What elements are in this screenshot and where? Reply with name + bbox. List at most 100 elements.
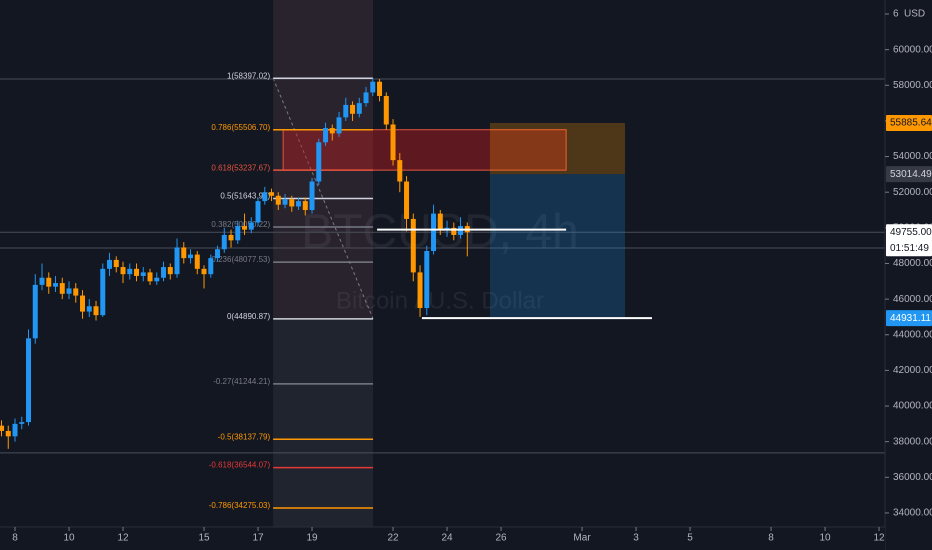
candle-body — [154, 277, 160, 282]
candle-body — [235, 226, 241, 241]
candle-body — [309, 181, 315, 211]
candle-body — [451, 227, 457, 235]
candle-body — [0, 425, 5, 431]
candle-body — [417, 272, 423, 309]
candle-body — [120, 267, 126, 275]
candle-body — [12, 423, 18, 437]
candle-body — [383, 95, 389, 125]
candle-body — [147, 272, 153, 282]
candle-body — [275, 195, 281, 205]
candle-body — [39, 277, 45, 285]
fib-label: -0.5(38137.79) — [218, 432, 271, 441]
candle-body — [323, 128, 329, 143]
candle-body — [167, 267, 173, 275]
fib-band-upper — [273, 0, 374, 319]
candle-body — [127, 268, 133, 275]
candle-body — [431, 213, 437, 252]
x-tick-label: 5 — [687, 533, 693, 544]
candle-body — [19, 422, 25, 424]
x-tick-label: 15 — [198, 533, 210, 544]
x-tick-label: 24 — [441, 533, 453, 544]
candle-body — [282, 199, 288, 205]
candle-body — [390, 124, 396, 161]
price-label: 53014.49 — [890, 169, 932, 180]
candle-body — [269, 192, 275, 196]
candle-body — [80, 295, 86, 312]
x-tick-label: 12 — [873, 533, 885, 544]
price-label: 49755.00 — [890, 227, 932, 238]
fib-label: 0.618(53237.67) — [211, 163, 270, 172]
fib-label: 0.382(50050.22) — [211, 220, 270, 229]
y-tick-label: 60000.00 — [893, 44, 932, 55]
candle-body — [100, 268, 106, 316]
y-tick-label: 36000.00 — [893, 472, 932, 483]
candle-body — [329, 128, 335, 134]
candle-body — [66, 288, 72, 294]
watermark-sub: Bitcoin / U.S. Dollar — [336, 287, 544, 314]
price-label-bg — [886, 114, 932, 131]
fib-label: -0.786(34275.03) — [209, 501, 271, 510]
price-label-bg — [886, 166, 932, 183]
price-label-bg — [886, 310, 932, 327]
y-tick-label: 52000.00 — [893, 187, 932, 198]
position-stop — [489, 122, 625, 175]
y-tick-label: 42000.00 — [893, 365, 932, 376]
fib-trend — [272, 78, 374, 320]
candle-body — [289, 199, 295, 207]
candle-body — [194, 254, 200, 269]
candle-body — [73, 288, 79, 296]
candle-body — [262, 192, 268, 202]
zone — [282, 129, 567, 171]
candle-body — [181, 247, 187, 259]
candle-body — [59, 283, 65, 294]
fib-label: 0(44890.87) — [227, 312, 270, 321]
y-tick-label: 44000.00 — [893, 329, 932, 340]
price-label: 55885.64 — [890, 118, 932, 129]
x-tick-label: 26 — [495, 533, 507, 544]
candle-body — [201, 268, 207, 275]
candle-body — [113, 259, 119, 268]
candle-body — [397, 160, 403, 182]
candle-body — [221, 234, 227, 250]
y-tick-label: 40000.00 — [893, 401, 932, 412]
candle-body — [296, 201, 302, 207]
x-tick-label: 22 — [387, 533, 399, 544]
candle-body — [377, 81, 383, 96]
candle-body — [370, 81, 376, 93]
candle-body — [215, 249, 221, 259]
x-tick-label: 8 — [12, 533, 18, 544]
candle-body — [53, 283, 59, 287]
y-tick-label: 48000.00 — [893, 258, 932, 269]
candle-body — [248, 222, 254, 230]
candle-body — [46, 277, 52, 287]
candle-body — [161, 267, 167, 278]
x-tick-label: 10 — [63, 533, 75, 544]
candle-body — [134, 268, 140, 276]
x-tick-label: Mar — [573, 533, 591, 544]
candle-body — [188, 254, 194, 259]
candle-body — [336, 117, 342, 134]
x-tick-label: 19 — [306, 533, 318, 544]
candle-body — [356, 103, 362, 114]
y-unit: USD — [904, 9, 925, 20]
candle-body — [424, 251, 430, 309]
y-tick-label: 58000.00 — [893, 80, 932, 91]
candle-body — [174, 247, 180, 275]
x-tick-label: 8 — [768, 533, 774, 544]
candle-body — [26, 338, 32, 423]
fib-label: -0.618(36544.07) — [209, 461, 271, 470]
price-axis-bg — [886, 0, 932, 550]
candle-body — [5, 430, 11, 437]
candle-body — [140, 272, 146, 276]
fib-label: -0.27(41244.21) — [213, 377, 270, 386]
fib-label: 0.236(48077.53) — [211, 255, 270, 264]
x-tick-label: 17 — [252, 533, 264, 544]
y-tick-label: 54000.00 — [893, 151, 932, 162]
candle-body — [86, 306, 92, 312]
candle-body — [93, 306, 99, 316]
x-tick-label: 3 — [633, 533, 639, 544]
candle-body — [302, 201, 308, 211]
